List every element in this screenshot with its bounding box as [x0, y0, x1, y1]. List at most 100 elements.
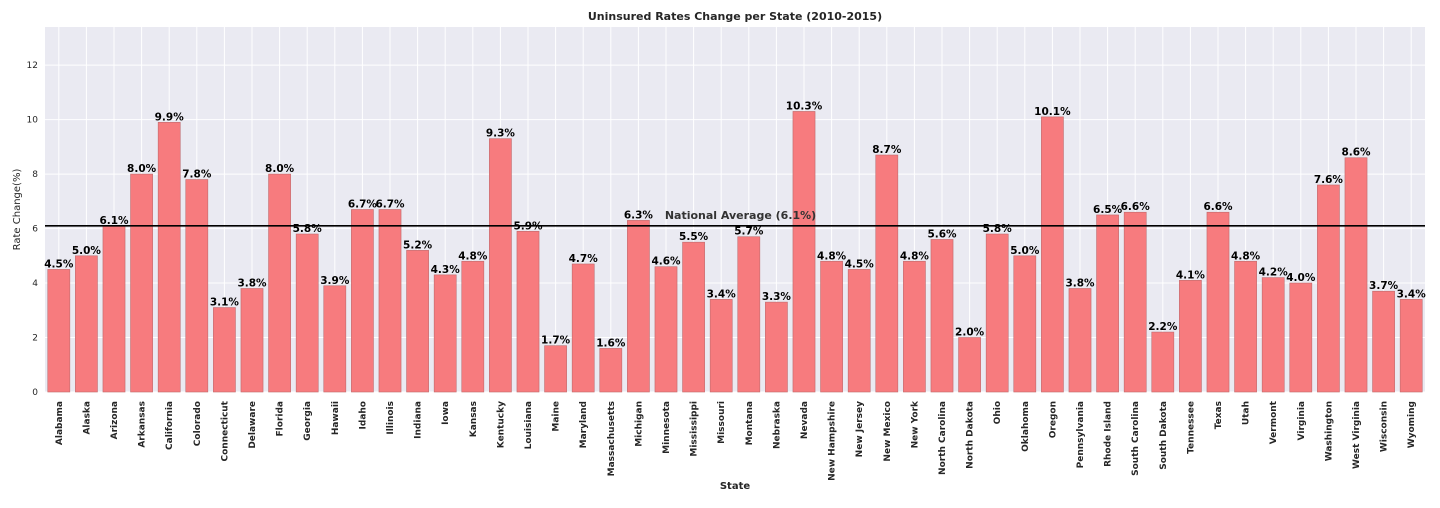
- y-axis-label: Rate Change(%): [12, 169, 23, 251]
- bar-massachusetts: [599, 348, 623, 393]
- bar-nebraska: [765, 301, 788, 393]
- bar-value-label: 4.5%: [44, 258, 74, 270]
- bar-idaho: [351, 209, 374, 393]
- bar-value-label: 8.0%: [127, 163, 157, 175]
- x-tick-label: Alabama: [55, 401, 65, 445]
- x-tick-label: West Virginia: [1352, 401, 1362, 469]
- bar-value-label: 3.8%: [237, 277, 267, 289]
- bar-value-label: 10.3%: [786, 100, 823, 112]
- bar-value-label: 4.8%: [1231, 250, 1261, 262]
- bar-wisconsin: [1372, 290, 1395, 393]
- bar-south-carolina: [1123, 211, 1147, 393]
- x-tick-label: Pennsylvania: [1076, 401, 1086, 468]
- x-tick-label: Missouri: [717, 401, 727, 444]
- bar-north-dakota: [958, 337, 981, 393]
- y-tick-label: 10: [27, 116, 39, 126]
- bar-new-york: [903, 260, 926, 393]
- bar-nevada: [792, 111, 816, 393]
- bar-wyoming: [1399, 299, 1423, 393]
- x-tick-label: Indiana: [414, 401, 424, 439]
- bar-value-label: 4.8%: [817, 250, 847, 262]
- bar-value-label: 5.2%: [403, 239, 433, 251]
- bar-colorado: [185, 179, 209, 393]
- bar-alabama: [47, 269, 71, 393]
- bar-south-dakota: [1151, 331, 1175, 393]
- x-tick-label: Alaska: [82, 401, 92, 435]
- bar-value-label: 9.9%: [155, 111, 185, 123]
- x-tick-label: Arizona: [110, 401, 120, 439]
- y-tick-label: 0: [32, 388, 38, 398]
- x-tick-label: Massachusetts: [607, 401, 617, 476]
- x-tick-label: Florida: [276, 401, 286, 436]
- bar-california: [157, 122, 181, 393]
- bar-value-label: 5.0%: [1010, 245, 1040, 257]
- bar-value-label: 4.5%: [845, 258, 875, 270]
- y-tick-label: 2: [32, 334, 38, 344]
- x-tick-label: Michigan: [634, 401, 644, 447]
- bar-arkansas: [130, 173, 153, 393]
- bar-new-mexico: [875, 154, 899, 393]
- bar-delaware: [240, 288, 264, 393]
- bar-value-label: 4.6%: [651, 256, 681, 268]
- bar-value-label: 7.8%: [182, 169, 212, 181]
- x-tick-label: Georgia: [303, 401, 313, 441]
- bar-value-label: 10.1%: [1034, 106, 1071, 118]
- y-axis: 0 2 4 6 8 10 12: [27, 61, 39, 398]
- bar-value-label: 2.0%: [955, 327, 985, 339]
- bar-georgia: [295, 233, 319, 393]
- x-tick-label: Kentucky: [496, 401, 506, 448]
- bar-value-label: 5.5%: [679, 231, 709, 243]
- bar-new-hampshire: [820, 260, 843, 393]
- bar-value-label: 6.6%: [1121, 201, 1151, 213]
- bar-indiana: [406, 250, 429, 393]
- bar-value-label: 5.8%: [293, 223, 323, 235]
- bar-oregon: [1041, 116, 1064, 393]
- bar-louisiana: [516, 230, 540, 393]
- bar-florida: [268, 173, 291, 393]
- bar-value-label: 4.7%: [569, 253, 599, 265]
- x-tick-label: Nebraska: [772, 401, 782, 449]
- bar-north-carolina: [930, 239, 954, 393]
- bar-value-label: 3.3%: [762, 291, 792, 303]
- bar-value-label: 6.7%: [375, 199, 405, 211]
- x-tick-label: Illinois: [386, 401, 396, 435]
- y-tick-label: 4: [32, 279, 38, 289]
- bar-michigan: [627, 220, 650, 393]
- bar-labels: 4.5%5.0%6.1%8.0%9.9%7.8%3.1%3.8%8.0%5.8%…: [44, 100, 1426, 349]
- x-axis-label: State: [720, 481, 751, 492]
- bar-value-label: 5.8%: [983, 223, 1013, 235]
- x-tick-label: Washington: [1324, 401, 1334, 461]
- x-tick-label: Oklahoma: [1021, 401, 1031, 452]
- bar-value-label: 4.2%: [1259, 267, 1289, 279]
- x-tick-label: Iowa: [441, 401, 451, 425]
- x-tick-label: Arkansas: [138, 401, 148, 448]
- bar-alaska: [75, 255, 98, 393]
- x-tick-label: Idaho: [358, 401, 368, 429]
- bar-iowa: [433, 274, 457, 393]
- bar-arizona: [102, 225, 126, 393]
- bar-value-label: 3.9%: [320, 275, 350, 287]
- bar-value-label: 4.3%: [431, 264, 461, 276]
- x-tick-label: Louisiana: [524, 401, 534, 449]
- x-tick-label: Mississippi: [690, 401, 700, 457]
- bar-tennessee: [1179, 280, 1202, 393]
- bar-connecticut: [213, 307, 236, 393]
- bar-value-label: 7.6%: [1314, 174, 1344, 186]
- national-average-label: National Average (6.1%): [665, 209, 816, 222]
- x-tick-label: New Jersey: [855, 401, 865, 457]
- x-tick-label: North Dakota: [966, 401, 976, 469]
- bar-kansas: [461, 260, 485, 393]
- x-tick-label: New Hampshire: [828, 401, 838, 481]
- bar-value-label: 3.1%: [210, 297, 240, 309]
- x-tick-label: Nevada: [800, 401, 810, 439]
- bar-texas: [1206, 211, 1230, 393]
- x-tick-label: North Carolina: [938, 401, 948, 475]
- bar-value-label: 6.5%: [1093, 204, 1123, 216]
- bar-value-label: 8.0%: [265, 163, 295, 175]
- bar-value-label: 6.3%: [624, 209, 654, 221]
- bar-missouri: [709, 299, 733, 393]
- x-tick-label: Oregon: [1048, 401, 1058, 438]
- bar-value-label: 8.6%: [1341, 147, 1371, 159]
- bar-kentucky: [489, 138, 512, 393]
